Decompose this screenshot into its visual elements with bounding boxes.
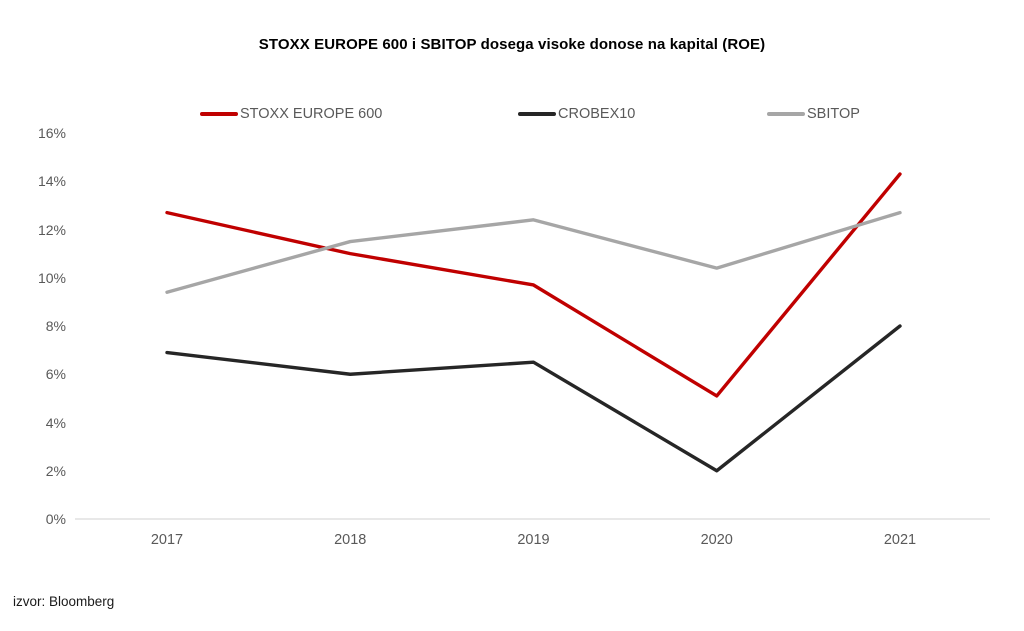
- y-axis-tick-label: 0%: [45, 511, 66, 527]
- y-axis-tick-label: 10%: [37, 269, 66, 286]
- x-axis-tick-label: 2017: [150, 532, 184, 548]
- legend-swatch-sbitop-icon: [767, 112, 805, 116]
- y-axis-tick-label: 14%: [37, 173, 66, 190]
- legend-swatch-crobex10-icon: [518, 112, 556, 116]
- legend-label-crobex10: CROBEX10: [558, 106, 636, 122]
- series-line-sbitop: [165, 210, 902, 294]
- y-axis-tick-label: 4%: [45, 414, 66, 431]
- chart-title: STOXX EUROPE 600 i SBITOP dosega visoke …: [258, 36, 766, 53]
- x-axis-tick-label: 2020: [700, 532, 733, 548]
- y-axis-tick-label: 6%: [45, 366, 66, 383]
- y-axis-tick-label: 8%: [45, 318, 66, 334]
- legend-label-sbitop: SBITOP: [807, 106, 860, 122]
- legend-label-stoxx-europe-600: STOXX EUROPE 600: [240, 106, 383, 122]
- y-axis-tick-label: 16%: [37, 125, 66, 141]
- x-axis-tick-label: 2021: [883, 532, 917, 548]
- series-line-crobex10: [165, 324, 902, 473]
- source-note: izvor: Bloomberg: [13, 594, 115, 609]
- legend-item-crobex10: CROBEX10: [518, 105, 635, 123]
- legend-item-sbitop: SBITOP: [767, 105, 860, 123]
- y-axis-tick-label: 12%: [37, 221, 66, 238]
- legend-item-stoxx-europe-600: STOXX EUROPE 600: [200, 105, 382, 123]
- series-line-stoxx-europe-600: [165, 172, 902, 398]
- legend-swatch-stoxx-europe-600-icon: [200, 112, 238, 116]
- x-axis-tick-label: 2018: [334, 532, 367, 548]
- x-axis-tick-label: 2019: [517, 532, 550, 548]
- y-axis-tick-label: 2%: [45, 462, 66, 479]
